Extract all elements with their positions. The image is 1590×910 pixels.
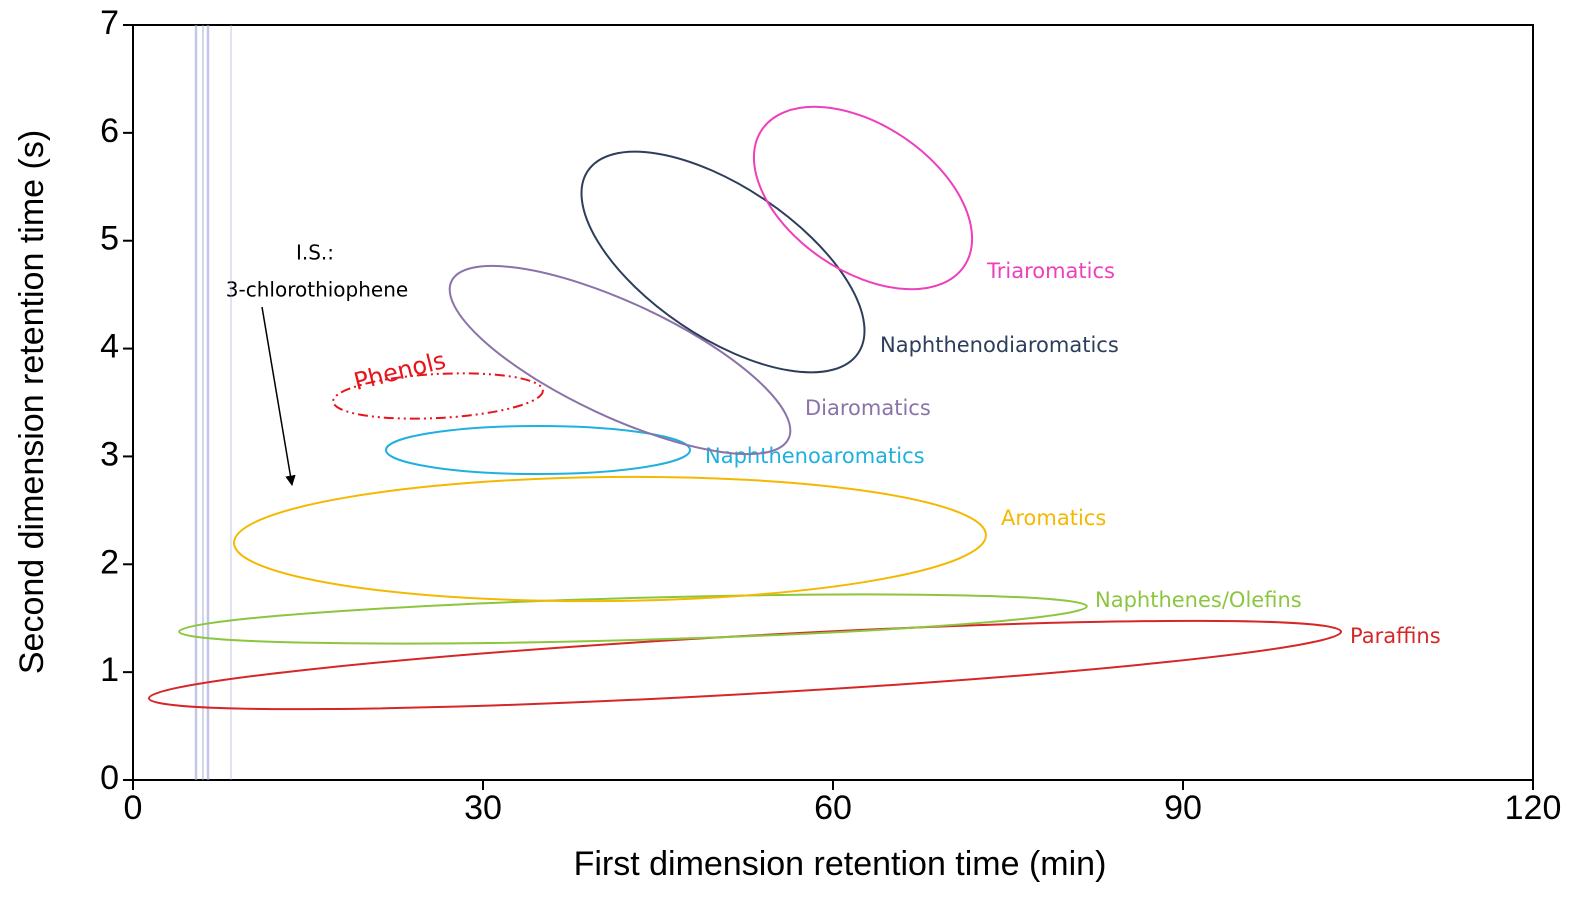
region-outline (580, 150, 866, 374)
region-outline (178, 593, 1088, 645)
region-label: Triaromatics (986, 259, 1115, 283)
y-tick-label: 3 (100, 435, 119, 473)
x-tick-label: 90 (1164, 789, 1202, 827)
x-tick-label: 0 (124, 789, 143, 827)
region-outline (385, 425, 691, 475)
region-outline (332, 372, 544, 420)
region-label: Diaromatics (805, 396, 931, 420)
region-outline (233, 475, 987, 603)
y-tick-label: 4 (100, 328, 119, 366)
region-label: Naphthenoaromatics (705, 444, 925, 468)
x-tick-label: 60 (814, 789, 852, 827)
region-label: Aromatics (1001, 506, 1106, 530)
region-label: Naphthenodiaromatics (880, 333, 1119, 357)
region-outline (147, 619, 1343, 711)
y-tick-label: 5 (100, 220, 119, 258)
y-tick-label: 1 (100, 651, 119, 689)
is-arrow (261, 306, 296, 487)
y-tick-label: 0 (100, 759, 119, 797)
x-tick-label: 120 (1505, 789, 1562, 827)
is-label: I.S.: (296, 241, 334, 265)
y-tick-label: 6 (100, 112, 119, 150)
region-label: Naphthenes/Olefins (1095, 588, 1302, 612)
region-outline (448, 264, 792, 456)
y-tick-label: 2 (100, 543, 119, 581)
region-label: Paraffins (1350, 624, 1441, 648)
is-compound: 3-chlorothiophene (226, 278, 408, 302)
y-tick-label: 7 (100, 4, 119, 42)
region-outline (752, 105, 974, 291)
x-tick-label: 30 (464, 789, 502, 827)
region-label: Phenols (351, 346, 449, 396)
x-axis-label: First dimension retention time (min) (574, 845, 1107, 883)
y-axis-label: Second dimension retention time (s) (13, 130, 51, 674)
